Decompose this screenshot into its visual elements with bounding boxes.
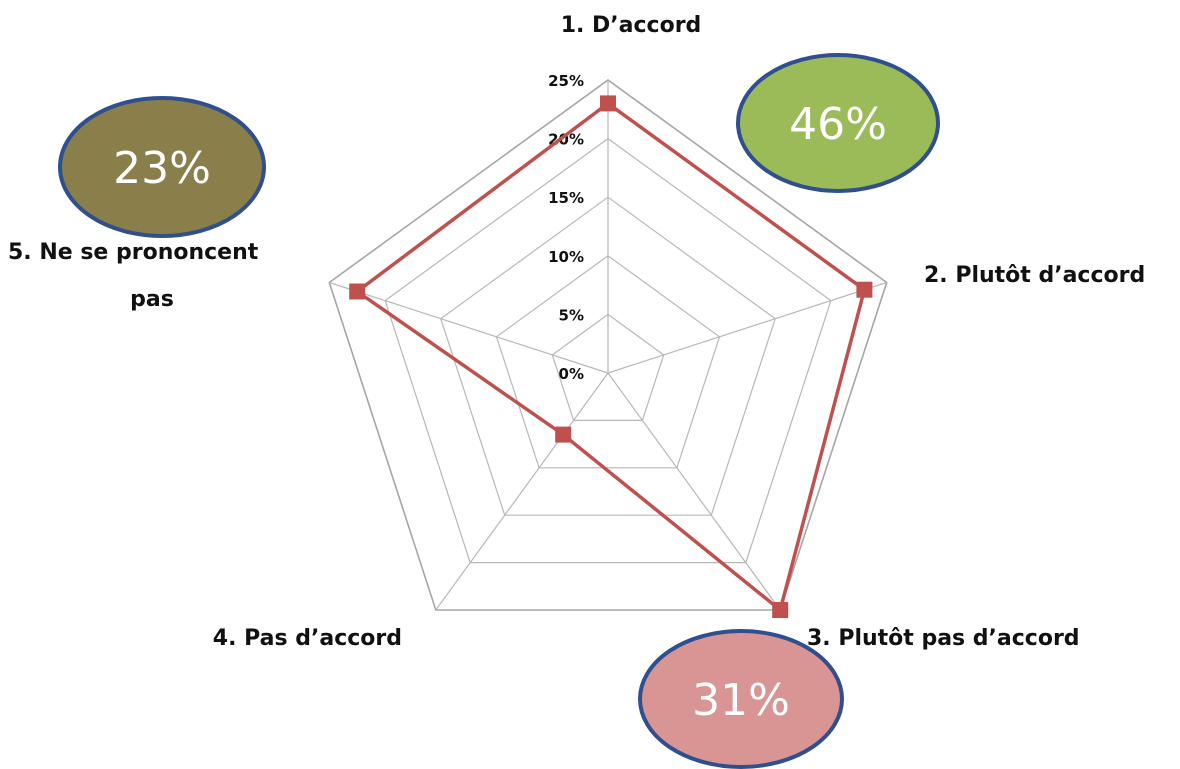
- series-marker: [600, 95, 616, 112]
- series-marker: [555, 426, 572, 443]
- tick-label: 20%: [548, 131, 584, 149]
- percentage-bubbles: 46% 31% 23%: [58, 53, 940, 769]
- grid-spoke-2: [607, 281, 887, 374]
- category-label: 3. Plutôt pas d’accord: [807, 626, 1080, 651]
- grid-ring-3: [440, 196, 776, 516]
- grid-spoke-4: [435, 372, 609, 611]
- radial-tick-labels: 0% 5% 10% 15% 20% 25%: [548, 72, 584, 383]
- percentage-bubble: [638, 629, 844, 769]
- grid-ring-1: [551, 313, 665, 421]
- percentage-bubble: [736, 53, 940, 193]
- tick-label: 5%: [559, 306, 584, 324]
- tick-label: 15%: [548, 189, 584, 207]
- series-layer: [349, 95, 873, 618]
- category-labels: 1. D’accord 2. Plutôt d’accord 3. Plutôt p…: [8, 13, 1145, 651]
- grid-ring-5: [328, 79, 888, 611]
- percentage-bubble-label: 46%: [789, 99, 887, 150]
- category-label: 1. D’accord: [561, 13, 702, 38]
- grid-spoke-5: [329, 281, 609, 374]
- category-label: 5. Ne se prononcent: [8, 240, 259, 265]
- category-label: 2. Plutôt d’accord: [924, 263, 1145, 288]
- tick-label: 0%: [559, 365, 584, 383]
- grid-ring-2: [495, 255, 721, 469]
- tick-label: 25%: [548, 72, 584, 90]
- category-label-continuation: pas: [130, 287, 174, 312]
- series-line: [354, 101, 867, 614]
- grid-ring-4: [384, 137, 832, 564]
- category-label: 4. Pas d’accord: [213, 626, 402, 651]
- radar-grid: [328, 79, 888, 611]
- series-marker: [349, 283, 366, 300]
- percentage-bubble-label: 23%: [113, 143, 211, 194]
- tick-label: 10%: [548, 248, 584, 266]
- series-marker: [772, 602, 789, 618]
- series-marker: [856, 281, 873, 298]
- percentage-bubble-label: 31%: [692, 675, 790, 726]
- grid-spoke-3: [607, 372, 781, 611]
- percentage-bubble: [58, 96, 266, 238]
